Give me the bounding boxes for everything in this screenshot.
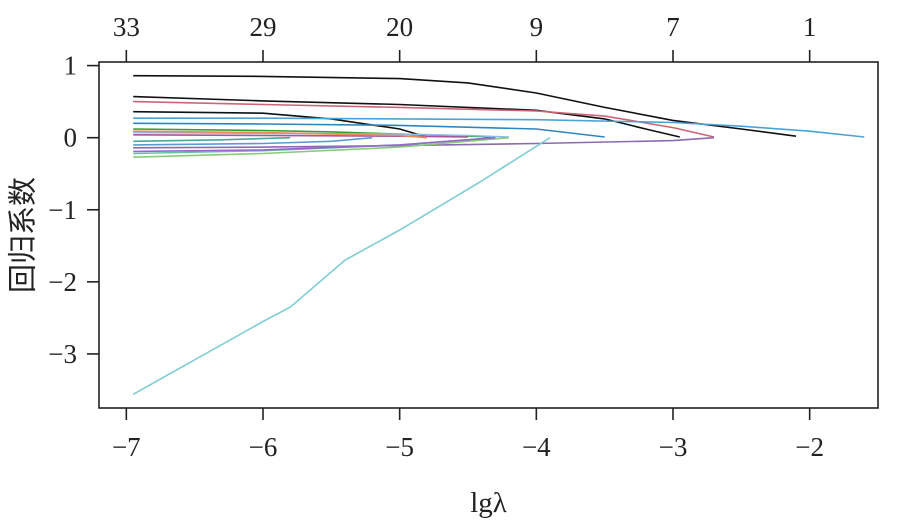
- coefficient-path-8: [133, 131, 510, 138]
- x-tick-label: −6: [249, 432, 278, 462]
- coefficient-path-6: [133, 122, 605, 138]
- x-tick-label: −7: [112, 432, 141, 462]
- y-tick-label: −1: [48, 195, 77, 225]
- coefficient-path-10: [133, 130, 428, 139]
- x-axis-label: lgλ: [470, 487, 507, 519]
- top-tick-label: 29: [250, 12, 277, 42]
- coefficient-path-4: [133, 100, 715, 138]
- coefficient-path-13: [133, 136, 510, 158]
- top-tick-label: 9: [530, 12, 544, 42]
- plot-frame: [98, 61, 879, 409]
- x-tick-label: −5: [385, 432, 414, 462]
- y-tick-label: −3: [48, 339, 77, 369]
- top-tick-label: 7: [666, 12, 680, 42]
- axes-layer: −7 −6 −5 −4 −3 −2 33 29 20 9 7 1 1 0 −1 −2 −3: [48, 12, 824, 462]
- y-tick-label: −2: [48, 267, 77, 297]
- coefficient-path-5: [133, 117, 865, 138]
- top-tick-label: 20: [386, 12, 413, 42]
- coefficient-path-14: [133, 136, 496, 153]
- top-tick-label: 1: [803, 12, 817, 42]
- top-tick-label: 33: [113, 12, 140, 42]
- coefficient-path-1: [133, 74, 797, 137]
- y-tick-label: 1: [64, 51, 78, 81]
- x-tick-label: −4: [522, 432, 551, 462]
- y-axis-label: 回归系数: [7, 177, 40, 293]
- coefficient-path-15: [133, 136, 373, 146]
- y-tick-label: 0: [64, 123, 78, 153]
- coefficient-path-17: [132, 137, 551, 395]
- coefficient-path-9: [133, 134, 469, 138]
- coefficient-path-11: [133, 136, 715, 149]
- x-tick-label: −2: [795, 432, 824, 462]
- x-tick-label: −3: [659, 432, 688, 462]
- series-layer: [132, 74, 865, 395]
- coefficient-path-16: [133, 136, 291, 143]
